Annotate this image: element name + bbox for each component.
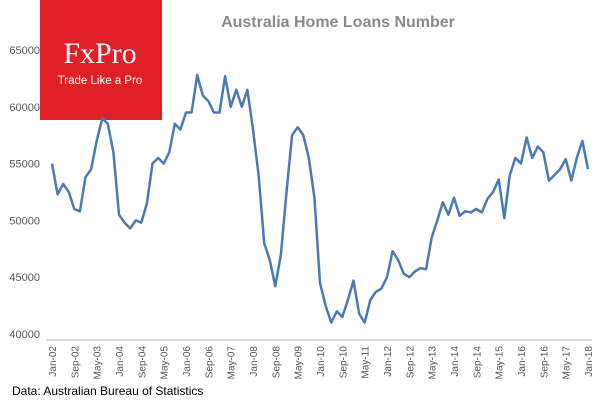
- chart-title: Australia Home Loans Number: [221, 14, 455, 31]
- x-tick-label: Jan-18: [584, 346, 595, 377]
- x-tick-label: May-13: [428, 346, 439, 380]
- x-tick-label: Jan-16: [517, 346, 528, 377]
- x-tick-label: Sep-04: [137, 346, 148, 379]
- x-tick-label: Sep-06: [204, 346, 215, 379]
- logo-tagline: Trade Like a Pro: [58, 75, 143, 87]
- x-tick-label: Sep-16: [539, 346, 550, 379]
- logo-brand: FxPro: [63, 37, 136, 70]
- x-tick-label: Jan-14: [450, 346, 461, 377]
- y-tick-label: 50000: [9, 215, 40, 227]
- x-tick-label: May-03: [93, 346, 104, 380]
- x-tick-label: Jan-12: [383, 346, 394, 377]
- x-tick-label: Jan-02: [48, 346, 59, 377]
- x-tick-label: Jan-04: [115, 346, 126, 377]
- x-tick-label: Jan-10: [316, 346, 327, 377]
- source-note: Data: Australian Bureau of Statistics: [12, 384, 203, 398]
- x-tick-label: Sep-14: [472, 346, 483, 379]
- y-tick-label: 60000: [9, 102, 40, 114]
- x-tick-label: Sep-12: [405, 346, 416, 379]
- x-tick-label: May-11: [361, 346, 372, 379]
- x-tick-label: May-07: [227, 346, 238, 380]
- x-tick-label: May-09: [294, 346, 305, 380]
- y-tick-label: 55000: [9, 159, 40, 171]
- x-tick-label: Jan-06: [182, 346, 193, 377]
- x-tick-label: May-05: [160, 346, 171, 380]
- y-tick-label: 45000: [9, 272, 40, 284]
- x-tick-label: Sep-02: [70, 346, 81, 379]
- x-tick-label: Sep-08: [271, 346, 282, 379]
- x-tick-label: Jan-08: [249, 346, 260, 377]
- y-tick-label: 65000: [9, 45, 40, 57]
- x-tick-label: May-15: [495, 346, 506, 380]
- y-tick-label: 40000: [9, 329, 40, 341]
- x-tick-label: Sep-10: [338, 346, 349, 379]
- x-tick-label: May-17: [562, 346, 573, 380]
- data-line: [50, 73, 590, 324]
- logo-box: [40, 0, 162, 120]
